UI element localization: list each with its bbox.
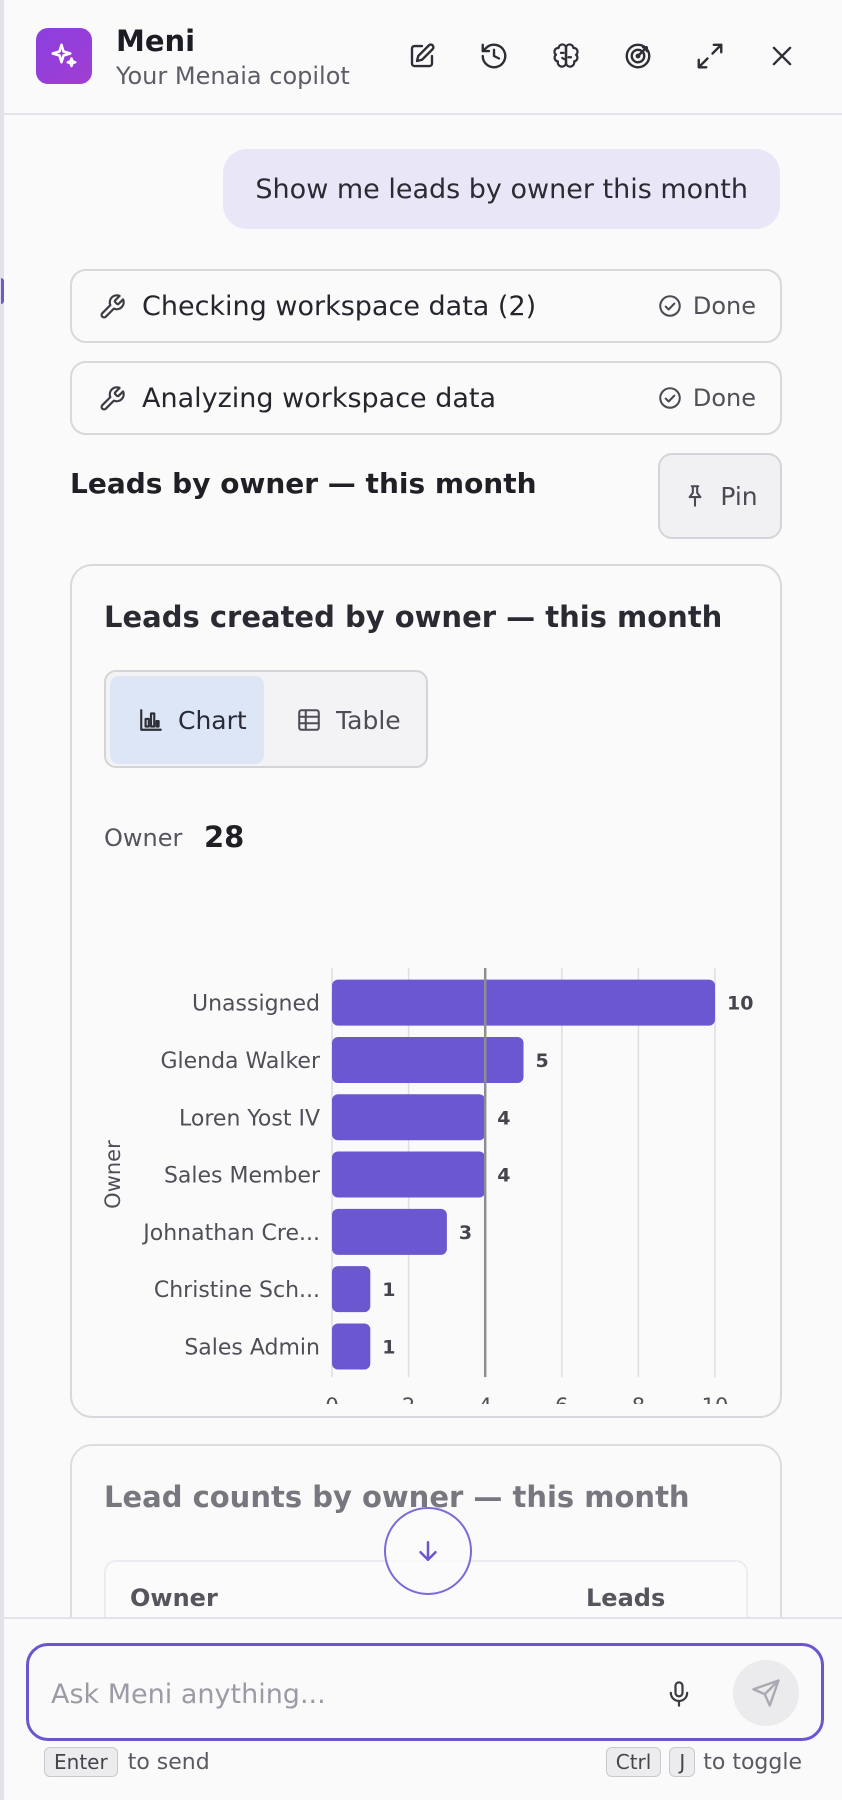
bar	[332, 1266, 371, 1313]
expand-icon	[697, 43, 723, 69]
metric-value: 28	[204, 820, 245, 854]
data-label: 1	[382, 1336, 395, 1358]
close-button[interactable]	[760, 34, 804, 78]
tab-chart[interactable]: Chart	[110, 676, 264, 764]
bar	[332, 1323, 371, 1370]
chart-card-title: Leads created by owner — this month	[104, 600, 723, 634]
table-icon	[298, 709, 320, 731]
bar	[332, 1094, 486, 1141]
bar	[332, 1036, 524, 1083]
send-button[interactable]	[733, 1660, 799, 1726]
new-chat-icon	[410, 43, 435, 68]
tool-step[interactable]: Checking workspace data (2) Done	[70, 269, 782, 343]
table-card-title: Lead counts by owner — this month	[104, 1480, 690, 1514]
expand-button[interactable]	[688, 34, 732, 78]
data-label: 1	[382, 1279, 395, 1301]
tab-chart-label: Chart	[178, 705, 247, 735]
answer-title: Leads by owner — this month	[70, 467, 537, 500]
send-icon	[752, 1679, 780, 1707]
tab-table[interactable]: Table	[270, 676, 424, 764]
microphone-icon	[669, 1681, 689, 1707]
brain-icon	[553, 43, 579, 68]
tool-step-status: Done	[657, 384, 756, 412]
voice-input-button[interactable]	[655, 1670, 703, 1718]
enter-key: Enter	[44, 1747, 118, 1777]
pin-button[interactable]: Pin	[658, 453, 782, 539]
x-tick-label: 0	[325, 1394, 338, 1404]
metric-label: Owner	[104, 824, 183, 852]
pin-label: Pin	[720, 481, 758, 511]
background-edge-mark	[1, 278, 4, 304]
tool-step-status-text: Done	[692, 384, 756, 412]
app-title: Meni	[116, 24, 196, 58]
bar	[332, 979, 715, 1026]
user-message: Show me leads by owner this month	[223, 149, 780, 229]
tool-step-label: Checking workspace data (2)	[142, 290, 537, 322]
column-header-leads[interactable]: Leads	[586, 1584, 666, 1612]
send-hint: Enter to send	[44, 1747, 210, 1777]
category-label: Unassigned	[192, 992, 320, 1017]
data-label: 3	[459, 1222, 472, 1244]
category-label: Sales Admin	[184, 1335, 320, 1360]
panel-header: Meni Your Menaia copilot	[4, 0, 842, 115]
focus-button[interactable]	[616, 34, 660, 78]
app-subtitle: Your Menaia copilot	[116, 62, 350, 90]
target-icon	[625, 43, 651, 69]
bar	[332, 1208, 447, 1255]
close-icon	[772, 46, 792, 66]
x-tick-label: 4	[479, 1394, 492, 1404]
tool-step-status: Done	[657, 292, 756, 320]
composer-area: Enter to send Ctrl J to toggle	[4, 1617, 842, 1800]
arrow-down-icon	[419, 1541, 437, 1561]
data-label: 4	[497, 1107, 510, 1129]
x-tick-label: 6	[555, 1394, 568, 1404]
category-label: Christine Sch...	[154, 1278, 320, 1303]
chat-scroll-area[interactable]: Show me leads by owner this month Checki…	[4, 117, 842, 1620]
check-circle-icon	[659, 295, 681, 317]
tool-step-label: Analyzing workspace data	[142, 382, 497, 414]
wrench-icon	[100, 386, 125, 411]
send-hint-text: to send	[127, 1749, 210, 1775]
category-label: Glenda Walker	[160, 1049, 321, 1074]
toggle-hint-text: to toggle	[703, 1749, 802, 1775]
new-chat-button[interactable]	[400, 34, 444, 78]
data-label: 4	[497, 1165, 510, 1187]
y-axis-title: Owner	[101, 1140, 125, 1209]
x-tick-label: 10	[702, 1394, 729, 1404]
category-label: Loren Yost IV	[179, 1106, 320, 1131]
bar-chart-icon	[140, 709, 162, 731]
wrench-icon	[100, 294, 125, 319]
tab-table-label: Table	[336, 705, 401, 735]
history-icon	[481, 43, 507, 69]
history-button[interactable]	[472, 34, 516, 78]
sparkle-logo-icon	[36, 28, 92, 84]
view-toggle: Chart Table	[104, 670, 428, 768]
memory-button[interactable]	[544, 34, 588, 78]
tool-step[interactable]: Analyzing workspace data Done	[70, 361, 782, 435]
message-input[interactable]	[51, 1672, 651, 1716]
chart-card: Leads created by owner — this month Char…	[70, 564, 782, 1418]
category-label: Sales Member	[164, 1164, 321, 1189]
column-header-owner[interactable]: Owner	[130, 1584, 218, 1612]
composer-box[interactable]	[26, 1643, 824, 1741]
scroll-to-bottom-button[interactable]	[384, 1507, 472, 1595]
data-label: 10	[727, 993, 753, 1015]
x-tick-label: 2	[402, 1394, 415, 1404]
check-circle-icon	[659, 387, 681, 409]
toggle-hint: Ctrl J to toggle	[605, 1747, 802, 1777]
pin-icon	[688, 485, 702, 507]
category-label: Johnathan Cre...	[141, 1221, 320, 1246]
data-label: 5	[536, 1050, 549, 1072]
tool-step-status-text: Done	[692, 292, 756, 320]
j-key: J	[669, 1747, 696, 1777]
x-tick-label: 8	[632, 1394, 645, 1404]
bar	[332, 1151, 486, 1198]
ctrl-key: Ctrl	[605, 1747, 662, 1777]
